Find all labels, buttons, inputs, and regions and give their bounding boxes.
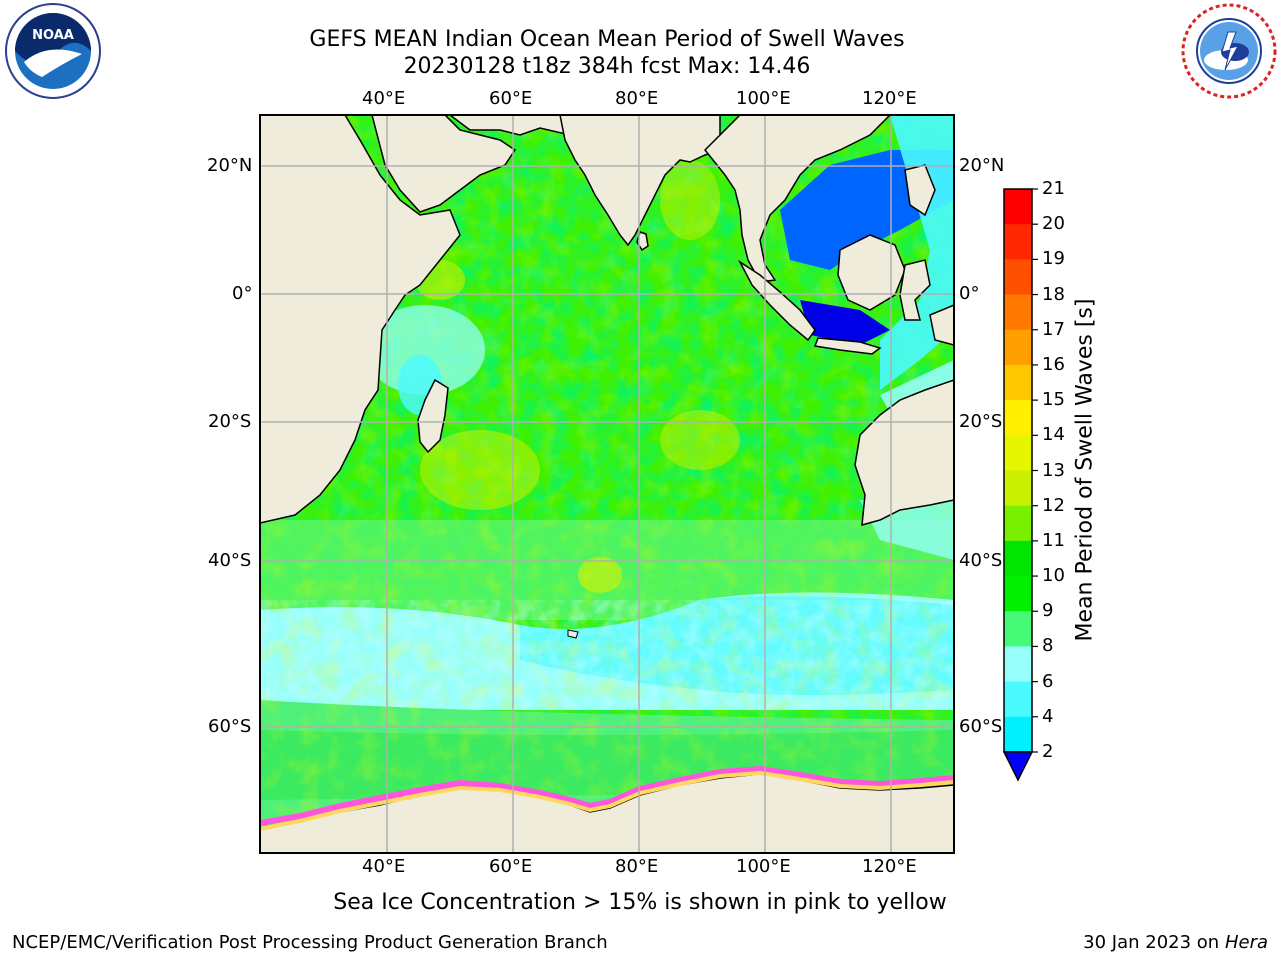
- lon-label-bottom: 120°E: [862, 856, 917, 877]
- footer-host: Hera: [1224, 932, 1268, 953]
- lon-label-top: 120°E: [862, 88, 917, 109]
- colorbar-tick-label: 9: [1042, 600, 1054, 622]
- footer-right: 30 Jan 2023 on Hera: [1083, 932, 1268, 953]
- colorbar-tick-label: 19: [1042, 248, 1065, 270]
- lon-label-bottom: 60°E: [489, 856, 533, 877]
- noaa-logo-icon: NOAA: [5, 3, 101, 99]
- noaa-logo-text: NOAA: [32, 28, 74, 43]
- lon-label-bottom: 100°E: [736, 856, 791, 877]
- colorbar-tick-label: 13: [1042, 459, 1065, 481]
- colorbar-segment: [1004, 259, 1032, 296]
- lon-label-bottom: 80°E: [615, 856, 659, 877]
- colorbar-segment: [1004, 505, 1032, 542]
- colorbar-extend-arrow: [1002, 751, 1034, 782]
- colorbar-segment: [1004, 329, 1032, 366]
- map-field: [260, 115, 954, 853]
- colorbar-tick-label: 20: [1042, 213, 1065, 235]
- java-sea: [800, 300, 890, 345]
- colorbar-segment: [1004, 611, 1032, 647]
- colorbar-label: Mean Period of Swell Waves [s]: [1072, 298, 1098, 642]
- colorbar-tick-label: 11: [1042, 529, 1065, 551]
- lat-label-left: 20°N: [207, 155, 253, 176]
- colorbar-segment: [1004, 681, 1032, 718]
- colorbar-segment: [1004, 435, 1032, 471]
- graticule: [260, 115, 954, 853]
- lat-label-right: 40°S: [959, 550, 1003, 571]
- lat-label-left: 20°S: [208, 411, 252, 432]
- colorbar-segment: [1004, 540, 1032, 577]
- sea-ice-caption: Sea Ice Concentration > 15% is shown in …: [333, 890, 947, 915]
- lon-label-bottom: 40°E: [362, 856, 406, 877]
- colorbar-tick-label: 2: [1042, 741, 1054, 762]
- colorbar-tick-label: 17: [1042, 318, 1065, 340]
- colorbar-tick-label: 12: [1042, 494, 1065, 516]
- colorbar-segment: [1004, 646, 1032, 683]
- map-frame: [259, 114, 955, 854]
- colorbar-tick-label: 21: [1042, 178, 1065, 199]
- colorbar-segment: [1004, 224, 1032, 260]
- chart-subtitle: 20230128 t18z 384h fcst Max: 14.46: [403, 54, 811, 79]
- lat-label-left: 60°S: [208, 716, 252, 737]
- colorbar-segment: [1004, 364, 1032, 401]
- nws-logo-icon: [1181, 3, 1277, 99]
- colorbar-segment: [1004, 294, 1032, 331]
- lat-label-left: 40°S: [208, 550, 252, 571]
- colorbar-tick-label: 14: [1042, 424, 1065, 446]
- lon-label-top: 80°E: [615, 88, 659, 109]
- lat-label-right: 20°N: [959, 155, 1005, 176]
- lon-label-top: 60°E: [489, 88, 533, 109]
- colorbar-tick-label: 8: [1042, 635, 1054, 657]
- colorbar: [1003, 188, 1038, 753]
- lat-label-right: 60°S: [959, 716, 1003, 737]
- colorbar-segment: [1004, 576, 1032, 612]
- lat-label-right: 20°S: [959, 411, 1003, 432]
- colorbar-tick-label: 15: [1042, 389, 1065, 411]
- colorbar-tick-label: 4: [1042, 705, 1054, 727]
- colorbar-tick-label: 18: [1042, 283, 1065, 305]
- lat-label-right: 0°: [959, 283, 980, 304]
- colorbar-segment: [1004, 189, 1032, 225]
- colorbar-segment: [1004, 400, 1032, 436]
- chart-title: GEFS MEAN Indian Ocean Mean Period of Sw…: [309, 27, 905, 52]
- colorbar-tick-label: 6: [1042, 670, 1054, 692]
- colorbar-tick-label: 16: [1042, 353, 1065, 375]
- footer-left: NCEP/EMC/Verification Post Processing Pr…: [12, 932, 608, 953]
- footer-date: 30 Jan 2023 on: [1083, 932, 1225, 953]
- lon-label-top: 40°E: [362, 88, 406, 109]
- colorbar-segment: [1004, 470, 1032, 507]
- colorbar-tick-label: 10: [1042, 565, 1065, 587]
- lon-label-top: 100°E: [736, 88, 791, 109]
- lat-label-left: 0°: [232, 283, 253, 304]
- colorbar-segment: [1004, 716, 1032, 753]
